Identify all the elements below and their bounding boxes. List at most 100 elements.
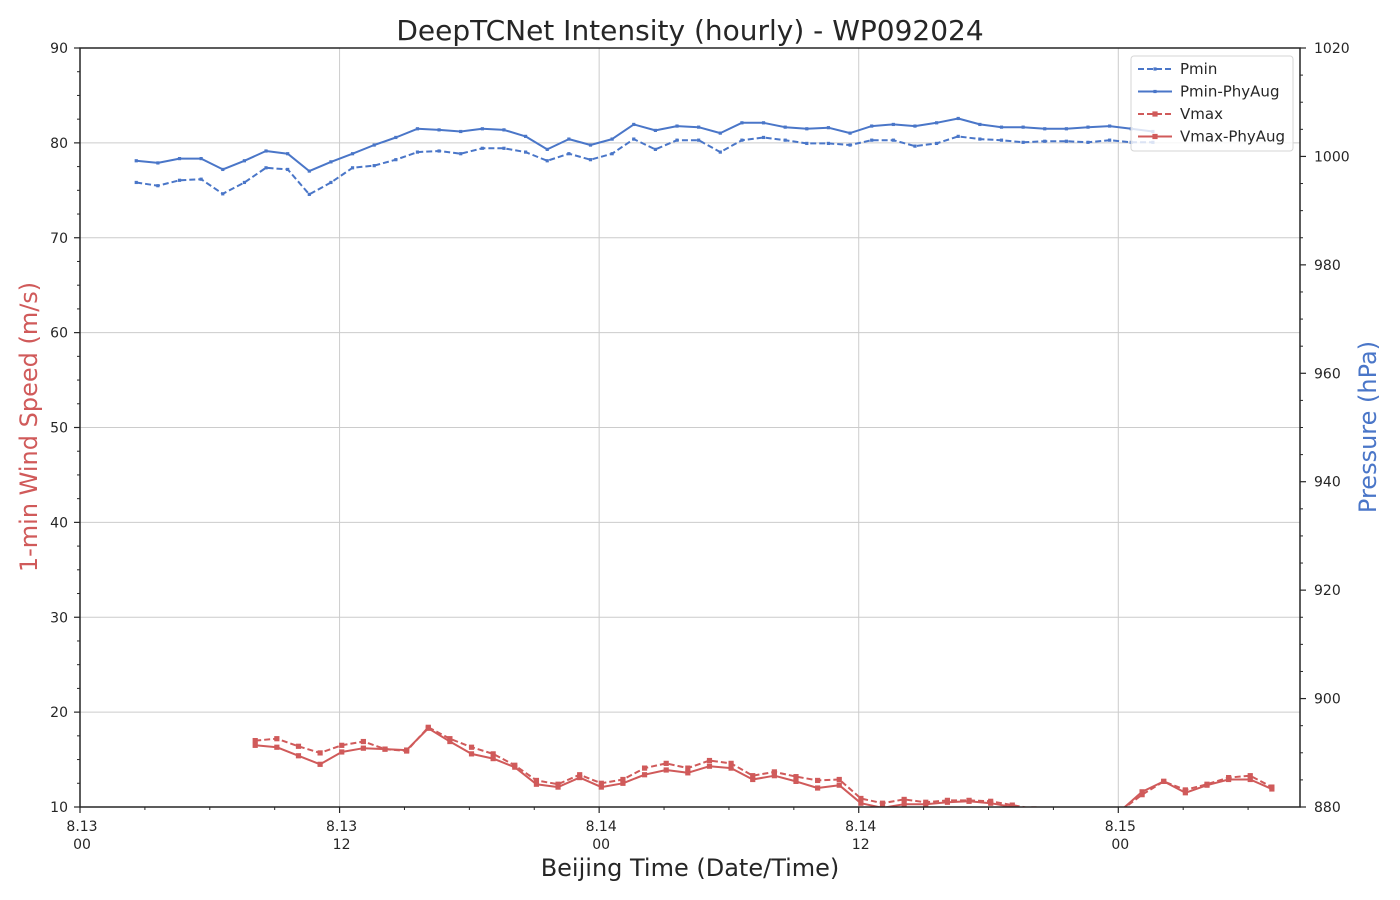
x-tick-label-date: 8.13 bbox=[66, 819, 97, 835]
data-point-pmin-phyaug bbox=[350, 152, 355, 156]
data-point-pmin-phyaug bbox=[1064, 127, 1068, 131]
data-point-vmax-phyaug bbox=[382, 746, 388, 752]
data-point-vmax bbox=[879, 800, 886, 806]
data-point-vmax-phyaug bbox=[1161, 778, 1167, 784]
data-point-vmax-phyaug bbox=[360, 745, 366, 751]
data-point-vmax-phyaug bbox=[923, 801, 929, 807]
data-point-pmin-phyaug bbox=[891, 122, 895, 127]
data-point-pmin bbox=[870, 138, 874, 142]
data-point-pmin-phyaug bbox=[718, 131, 722, 135]
data-point-vmax-phyaug bbox=[468, 751, 475, 757]
data-point-pmin-phyaug bbox=[156, 161, 160, 165]
data-point-vmax-phyaug bbox=[1247, 776, 1253, 783]
data-point-pmin-phyaug bbox=[913, 124, 917, 128]
data-point-pmin bbox=[372, 164, 376, 168]
data-point-pmin bbox=[1043, 139, 1047, 143]
data-point-vmax-phyaug bbox=[879, 805, 886, 807]
y-left-tick-label: 40 bbox=[50, 515, 68, 531]
data-point-vmax-phyaug bbox=[988, 800, 994, 806]
data-point-vmax bbox=[706, 757, 713, 764]
x-tick-label-time: 00 bbox=[1111, 837, 1129, 853]
data-point-vmax bbox=[577, 772, 583, 778]
data-point-pmin bbox=[286, 167, 290, 172]
data-point-pmin bbox=[199, 177, 203, 181]
data-point-pmin-phyaug bbox=[264, 149, 268, 153]
data-point-vmax bbox=[468, 744, 475, 750]
x-tick-label-time: 00 bbox=[73, 837, 91, 853]
data-point-vmax-phyaug bbox=[966, 798, 972, 804]
data-point-pmin bbox=[653, 147, 657, 151]
data-point-pmin-phyaug bbox=[372, 143, 376, 147]
data-point-pmin-phyaug bbox=[653, 128, 657, 133]
x-tick-label-date: 8.14 bbox=[845, 819, 876, 835]
x-axis-label: Beijing Time (Date/Time) bbox=[541, 854, 840, 882]
data-point-pmin-phyaug bbox=[459, 129, 463, 134]
data-point-pmin-phyaug bbox=[415, 127, 420, 131]
data-point-pmin bbox=[848, 143, 852, 147]
y-right-tick-label: 1000 bbox=[1314, 149, 1350, 165]
data-point-pmin bbox=[545, 159, 549, 163]
data-point-pmin bbox=[415, 150, 420, 154]
data-point-vmax-phyaug bbox=[295, 753, 302, 759]
y-left-tick-label: 50 bbox=[50, 421, 68, 437]
data-point-vmax-phyaug bbox=[1182, 790, 1188, 796]
data-point-pmin-phyaug bbox=[242, 159, 246, 163]
data-point-pmin bbox=[978, 137, 982, 141]
data-point-vmax bbox=[641, 765, 648, 771]
data-point-vmax-phyaug bbox=[706, 763, 713, 769]
x-tick-label-date: 8.13 bbox=[326, 819, 357, 835]
data-point-pmin bbox=[697, 138, 701, 142]
data-point-pmin-phyaug bbox=[177, 156, 182, 161]
data-point-pmin bbox=[156, 184, 160, 188]
data-point-vmax bbox=[1096, 809, 1101, 814]
x-tick-label-time: 00 bbox=[592, 837, 610, 853]
data-point-pmin bbox=[740, 138, 744, 142]
data-point-vmax-phyaug bbox=[901, 801, 907, 807]
y-right-tick-label: 880 bbox=[1314, 800, 1341, 816]
data-point-pmin-phyaug bbox=[632, 122, 636, 127]
data-point-pmin bbox=[675, 138, 679, 142]
data-point-pmin bbox=[307, 192, 311, 196]
data-point-pmin-phyaug bbox=[480, 127, 484, 131]
y-left-tick-label: 70 bbox=[50, 231, 68, 247]
data-point-vmax-phyaug bbox=[858, 800, 864, 806]
data-point-vmax-phyaug bbox=[1226, 776, 1232, 783]
legend-label-pmin-phyaug: Pmin-PhyAug bbox=[1180, 83, 1279, 101]
y-left-tick-label: 30 bbox=[50, 610, 68, 626]
data-point-pmin-phyaug bbox=[286, 152, 290, 156]
data-point-vmax bbox=[274, 736, 280, 742]
legend-marker-vmax-phyaug bbox=[1152, 133, 1158, 140]
data-point-vmax bbox=[598, 780, 604, 786]
data-point-vmax-phyaug bbox=[425, 725, 431, 731]
data-point-vmax bbox=[771, 769, 777, 775]
ticks: 8.13008.13128.14008.14128.15001020304050… bbox=[50, 41, 1349, 853]
legend-marker-pmin bbox=[1153, 67, 1157, 71]
data-point-pmin bbox=[567, 152, 571, 156]
data-point-pmin-phyaug bbox=[329, 160, 333, 164]
y-left-tick-label: 20 bbox=[50, 705, 68, 721]
data-point-pmin bbox=[934, 141, 939, 146]
data-point-vmax-phyaug bbox=[577, 774, 583, 781]
data-point-vmax-phyaug bbox=[1075, 810, 1080, 815]
data-point-vmax bbox=[901, 796, 907, 803]
data-point-vmax-phyaug bbox=[641, 772, 648, 778]
data-point-pmin bbox=[480, 146, 484, 150]
data-point-pmin bbox=[956, 134, 960, 138]
data-point-pmin bbox=[826, 141, 831, 146]
data-point-pmin bbox=[459, 152, 463, 156]
data-point-pmin-phyaug bbox=[761, 121, 766, 125]
y-left-tick-label: 80 bbox=[50, 136, 68, 152]
data-point-pmin-phyaug bbox=[805, 127, 809, 131]
data-point-pmin bbox=[1108, 138, 1112, 142]
y-right-tick-label: 900 bbox=[1314, 692, 1341, 708]
data-point-pmin-phyaug bbox=[978, 122, 982, 127]
data-point-pmin-phyaug bbox=[221, 167, 225, 172]
legend-marker-vmax bbox=[1152, 111, 1158, 117]
data-point-pmin bbox=[805, 141, 809, 146]
data-point-vmax-phyaug bbox=[1269, 786, 1275, 792]
data-point-pmin-phyaug bbox=[1086, 125, 1090, 129]
data-point-pmin-phyaug bbox=[1108, 124, 1112, 128]
data-point-pmin-phyaug bbox=[524, 134, 528, 138]
data-point-vmax-phyaug bbox=[836, 782, 842, 788]
